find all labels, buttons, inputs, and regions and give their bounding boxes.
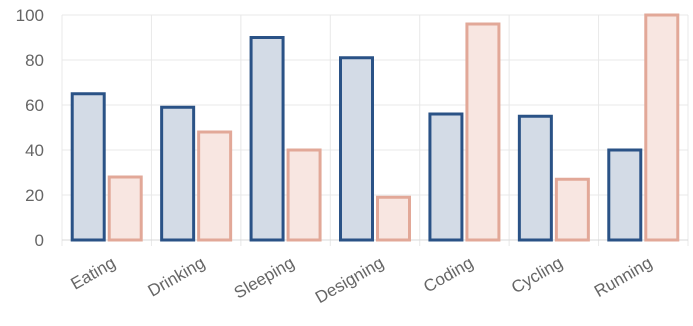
bar-series-2-running (644, 13, 680, 242)
bar-series-2-coding (465, 22, 501, 242)
y-tick-label: 40 (25, 141, 44, 160)
bar-series-1-coding (428, 112, 464, 242)
bar-series-1-sleeping (249, 36, 285, 242)
x-tick-label-eating: Eating (67, 253, 118, 294)
bars-layer (70, 13, 680, 242)
bar-series-2-drinking (197, 130, 233, 242)
x-tick-label-designing: Designing (312, 253, 387, 307)
x-tick-label-coding: Coding (420, 253, 476, 296)
bar-series-1-running (607, 148, 643, 242)
bar-series-2-designing (376, 195, 411, 242)
x-axis-labels: Eating Drinking Sleeping Designing Coding Cyc… (67, 253, 655, 307)
bar-series-2-cycling (554, 177, 590, 242)
bar-series-1-cycling (517, 114, 553, 242)
y-tick-label: 0 (35, 231, 44, 250)
bar-series-2-eating (107, 175, 143, 242)
y-axis-ticks: 0 20 40 60 80 100 (16, 6, 44, 250)
grid-layer (61, 14, 689, 246)
bar-series-1-drinking (160, 105, 196, 242)
x-tick-label-cycling: Cycling (508, 253, 566, 297)
bar-series-1-designing (339, 56, 374, 242)
y-tick-label: 20 (25, 186, 44, 205)
y-tick-label: 80 (25, 51, 44, 70)
y-tick-label: 60 (25, 96, 44, 115)
x-tick-label-sleeping: Sleeping (231, 253, 298, 303)
y-tick-label: 100 (16, 6, 44, 25)
bar-series-2-sleeping (286, 148, 322, 242)
x-tick-label-drinking: Drinking (145, 253, 209, 301)
x-tick-label-running: Running (591, 253, 655, 301)
bar-series-1-eating (70, 92, 106, 242)
